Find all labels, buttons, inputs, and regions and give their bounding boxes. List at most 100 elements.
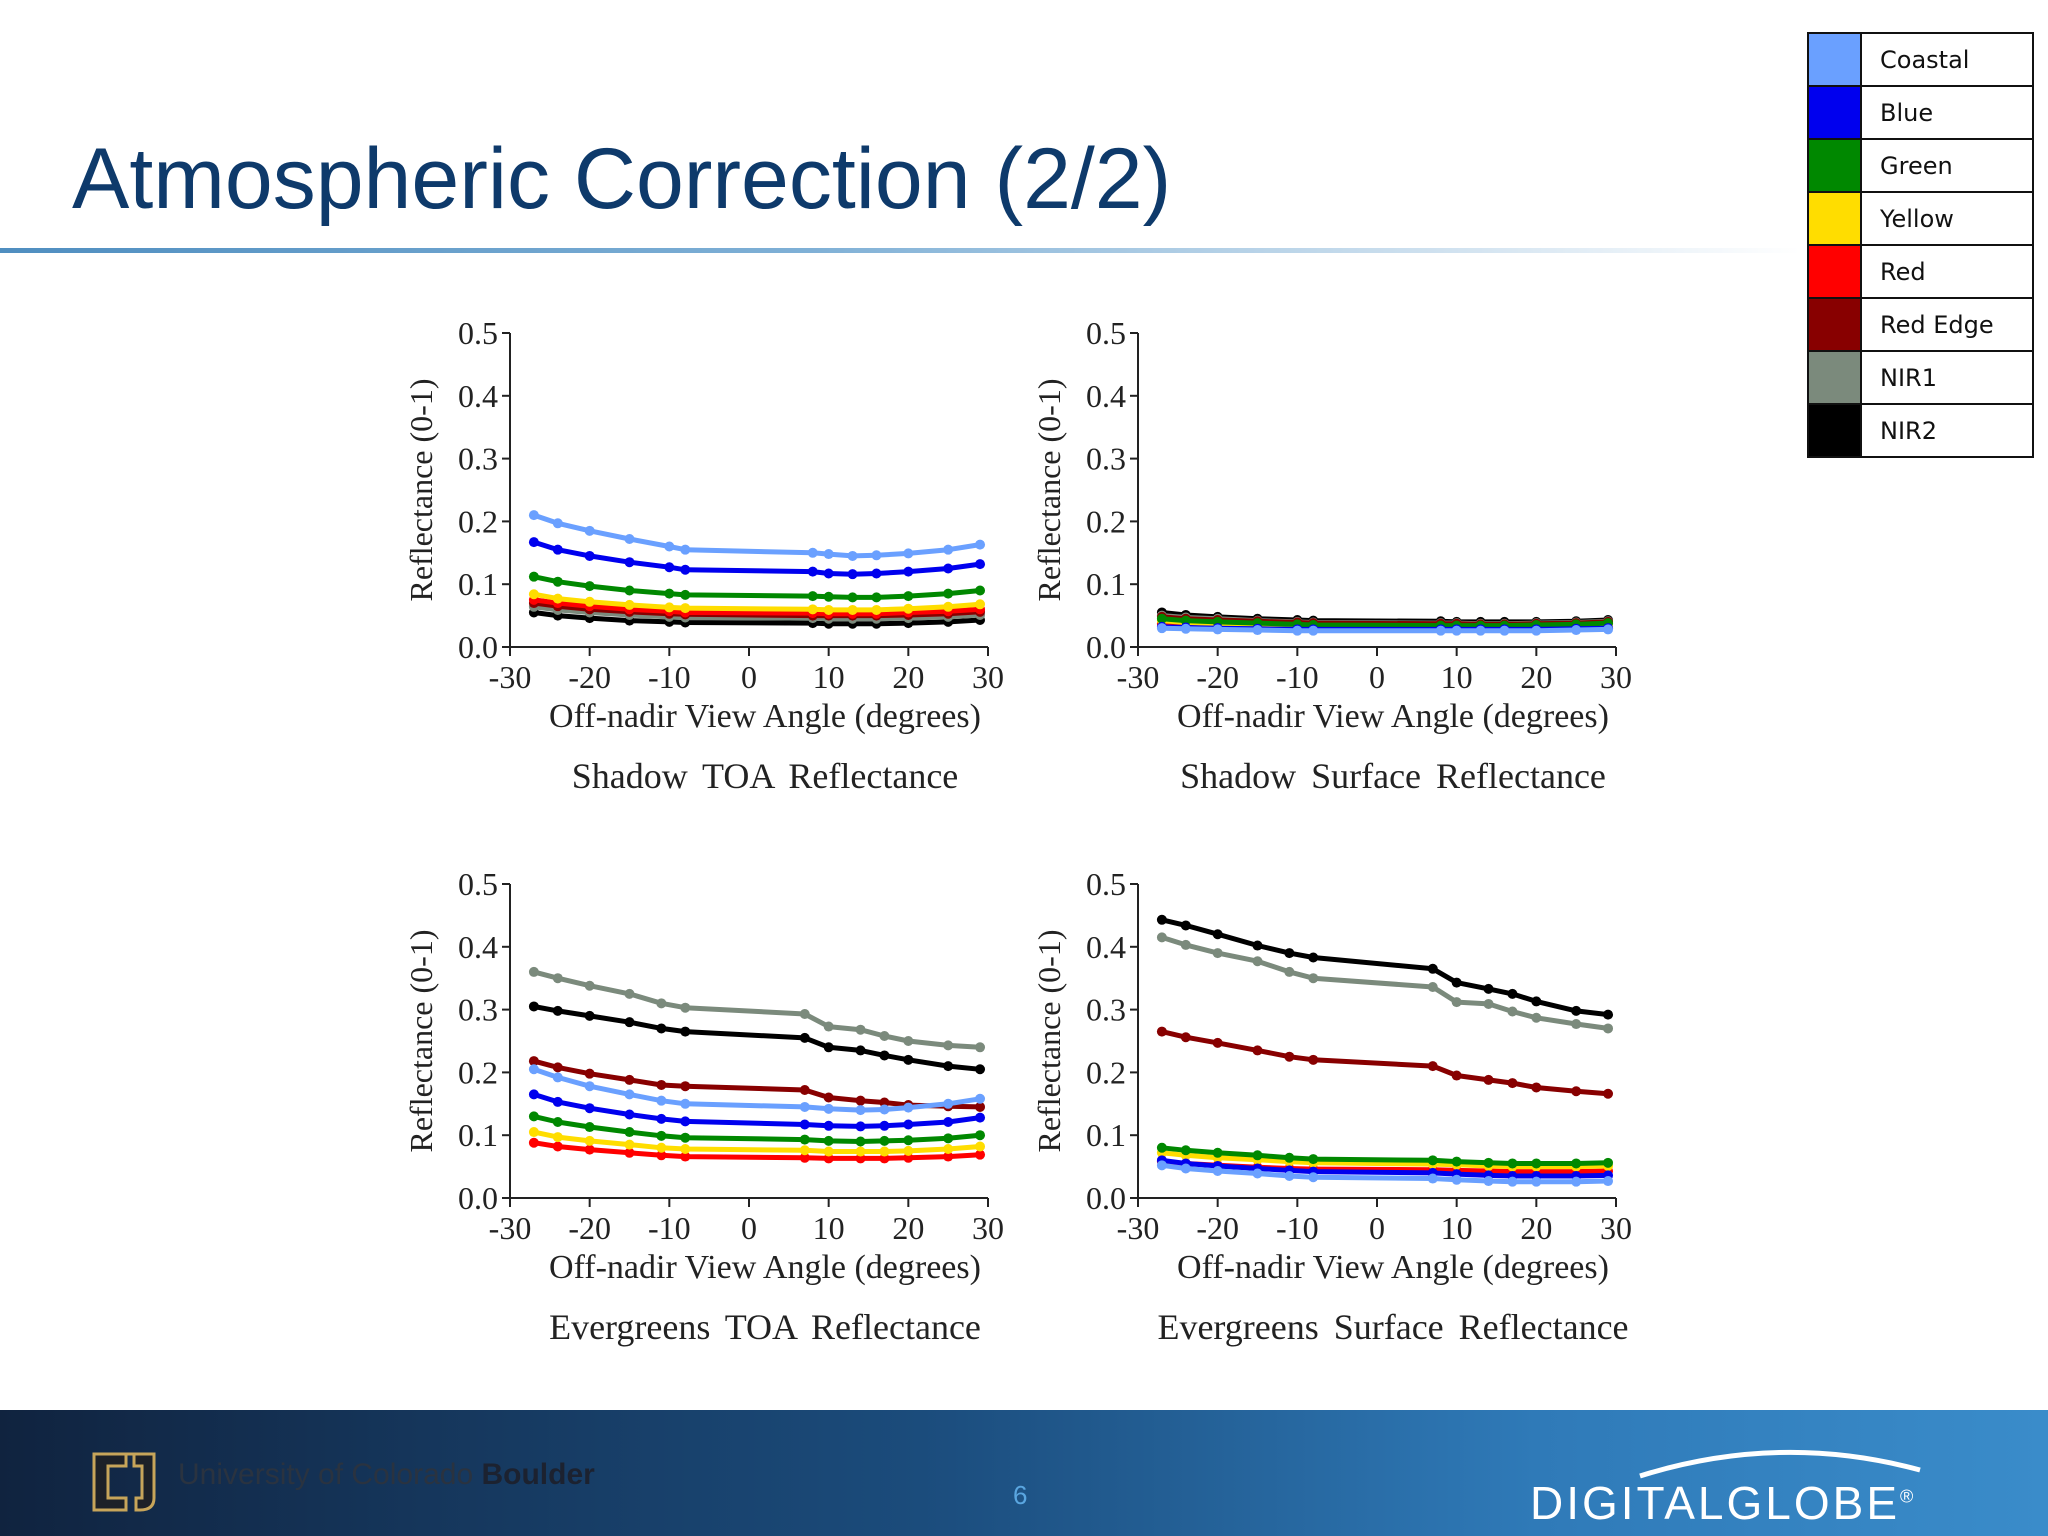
- x-tick-label: -30: [1117, 1210, 1160, 1246]
- data-point-coastal: [584, 1081, 595, 1092]
- data-point-coastal: [823, 549, 834, 560]
- data-point-coastal: [1212, 624, 1223, 635]
- data-point-nir2: [799, 1032, 810, 1043]
- data-point-coastal: [664, 541, 675, 552]
- y-axis-label: Reflectance (0-1): [403, 379, 439, 602]
- data-point-red-edge: [1451, 1070, 1462, 1081]
- data-point-coastal: [1507, 1176, 1518, 1187]
- university-name-regular: University of Colorado: [178, 1458, 474, 1491]
- y-tick-label: 0.1: [458, 1117, 498, 1153]
- registered-mark: ®: [1900, 1486, 1917, 1507]
- legend-row: Red: [1807, 244, 2034, 299]
- data-point-coastal: [1483, 1176, 1494, 1187]
- data-point-yellow: [624, 1139, 635, 1150]
- data-point-coastal: [1212, 1165, 1223, 1176]
- data-point-nir1: [1603, 1023, 1614, 1034]
- data-point-green: [871, 592, 882, 603]
- data-point-nir1: [903, 1036, 914, 1046]
- cu-logo-icon: [92, 1452, 156, 1512]
- data-point-green: [855, 1136, 866, 1147]
- digitalglobe-logo: DIGITALGLOBE®: [1530, 1440, 1970, 1530]
- data-point-red-edge: [1308, 1054, 1319, 1065]
- data-point-red: [879, 1153, 890, 1164]
- y-tick-label: 0.3: [1086, 441, 1126, 477]
- x-tick-label: -20: [568, 1210, 611, 1246]
- data-point-coastal: [1571, 1176, 1582, 1187]
- data-point-nir1: [1571, 1019, 1582, 1030]
- data-point-green: [664, 588, 675, 599]
- data-point-coastal: [975, 1093, 986, 1104]
- data-point-green: [1451, 1156, 1462, 1167]
- data-point-nir2: [879, 1050, 890, 1061]
- legend-swatch: [1807, 191, 1862, 246]
- legend-swatch: [1807, 138, 1862, 193]
- data-point-nir2: [656, 1023, 667, 1034]
- data-point-yellow: [528, 1127, 539, 1138]
- y-tick-label: 0.4: [1086, 378, 1126, 414]
- data-point-nir2: [584, 1010, 595, 1021]
- data-point-nir1: [1507, 1006, 1518, 1017]
- x-tick-label: -30: [1117, 659, 1160, 695]
- data-point-blue: [528, 1089, 539, 1100]
- data-point-blue: [823, 568, 834, 579]
- data-point-red-edge: [1571, 1086, 1582, 1097]
- data-point-green: [1483, 1157, 1494, 1168]
- data-point-blue: [624, 1109, 635, 1120]
- data-point-coastal: [1292, 625, 1303, 636]
- data-point-coastal: [879, 1104, 890, 1115]
- data-point-yellow: [664, 602, 675, 613]
- data-point-green: [799, 1134, 810, 1145]
- y-tick-label: 0.0: [1086, 1180, 1126, 1216]
- x-tick-label: 0: [1369, 1210, 1385, 1246]
- data-point-yellow: [871, 604, 882, 615]
- data-point-red-edge: [855, 1095, 866, 1106]
- data-point-green: [528, 1111, 539, 1122]
- data-point-green: [1603, 1157, 1614, 1168]
- data-point-yellow: [799, 1145, 810, 1156]
- data-point-coastal: [1603, 1176, 1614, 1187]
- data-point-coastal: [1284, 1171, 1295, 1182]
- x-tick-label: -10: [648, 1210, 691, 1246]
- data-point-red: [903, 1152, 914, 1163]
- data-point-nir2: [680, 1026, 691, 1037]
- data-point-coastal: [847, 550, 858, 561]
- series-line-nir1: [1161, 935, 1609, 1031]
- title-underline: [0, 248, 1800, 253]
- data-point-red-edge: [823, 1092, 834, 1103]
- data-point-green: [1531, 1158, 1542, 1169]
- data-point-red-edge: [975, 1101, 986, 1112]
- legend-label: NIR1: [1860, 350, 2034, 405]
- data-point-red-edge: [1180, 1032, 1191, 1043]
- data-point-nir2: [1212, 929, 1223, 940]
- data-point-green: [1156, 1142, 1167, 1153]
- digitalglobe-wordmark: DIGITALGLOBE®: [1530, 1476, 1916, 1530]
- x-tick-label: -20: [1196, 1210, 1239, 1246]
- x-tick-label: 30: [1600, 659, 1632, 695]
- data-point-red-edge: [1284, 1051, 1295, 1062]
- data-point-nir2: [1284, 948, 1295, 959]
- data-point-coastal: [552, 1072, 563, 1083]
- data-point-red: [799, 1152, 810, 1163]
- data-point-red-edge: [1531, 1082, 1542, 1093]
- data-point-coastal: [871, 550, 882, 561]
- data-point-coastal: [975, 539, 986, 550]
- y-tick-label: 0.1: [1086, 1117, 1126, 1153]
- data-point-blue: [879, 1120, 890, 1131]
- data-point-coastal: [1531, 625, 1542, 636]
- data-point-green: [903, 1135, 914, 1146]
- y-tick-label: 0.5: [458, 315, 498, 351]
- data-point-nir2: [1531, 996, 1542, 1007]
- data-point-green: [1180, 615, 1191, 626]
- data-point-nir1: [1212, 948, 1223, 959]
- x-tick-label: 0: [1369, 659, 1385, 695]
- data-point-yellow: [903, 1145, 914, 1156]
- legend-label: Green: [1860, 138, 2034, 193]
- data-point-red-edge: [624, 1074, 635, 1085]
- data-point-blue: [847, 569, 858, 580]
- y-tick-label: 0.5: [1086, 866, 1126, 902]
- data-point-coastal: [1180, 1163, 1191, 1174]
- y-axis-label: Reflectance (0-1): [403, 930, 439, 1153]
- data-point-nir1: [799, 1008, 810, 1019]
- data-point-nir1: [1483, 998, 1494, 1009]
- data-point-green: [903, 591, 914, 602]
